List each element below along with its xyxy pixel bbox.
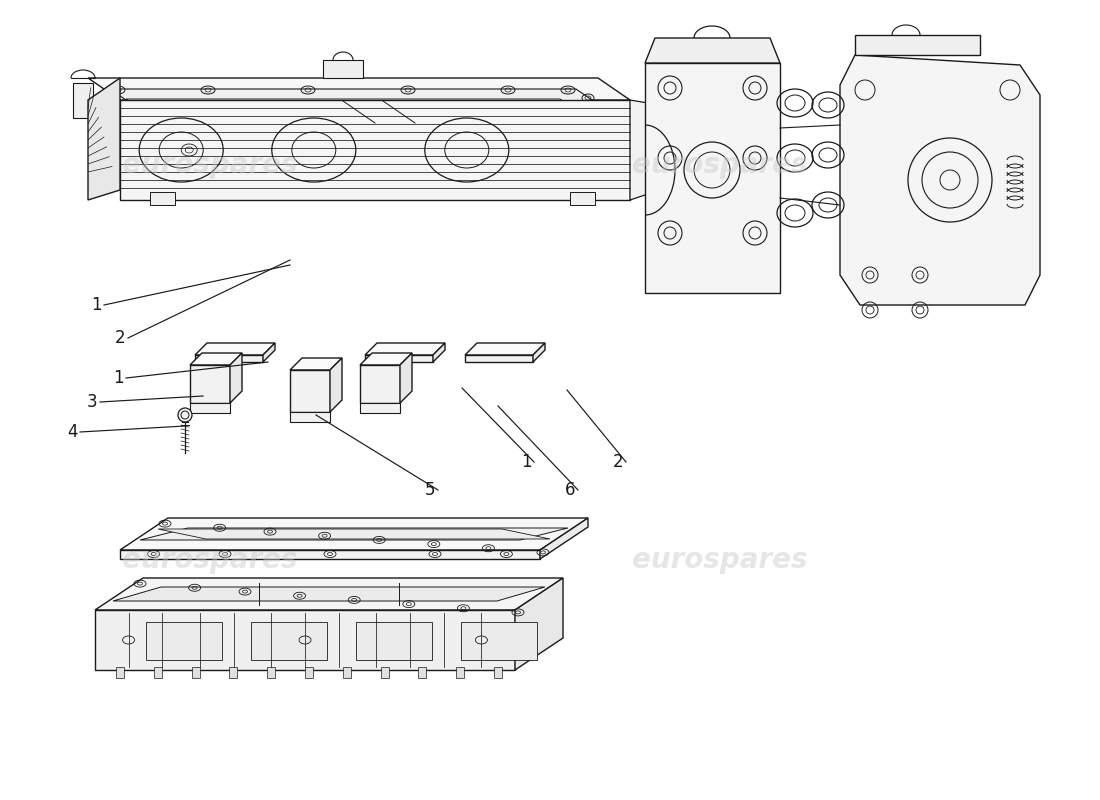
Polygon shape: [365, 343, 446, 355]
Polygon shape: [120, 100, 630, 200]
Text: eurospares: eurospares: [122, 151, 298, 179]
Polygon shape: [140, 528, 568, 540]
Polygon shape: [456, 667, 464, 678]
Polygon shape: [630, 100, 690, 200]
Polygon shape: [230, 667, 238, 678]
Text: eurospares: eurospares: [632, 546, 807, 574]
Polygon shape: [195, 343, 275, 355]
Polygon shape: [360, 403, 400, 413]
Polygon shape: [95, 578, 563, 610]
Text: 4: 4: [67, 423, 77, 441]
Polygon shape: [381, 667, 388, 678]
Polygon shape: [515, 578, 563, 670]
Text: eurospares: eurospares: [632, 151, 807, 179]
Polygon shape: [540, 518, 589, 559]
Polygon shape: [126, 99, 592, 121]
Polygon shape: [465, 343, 544, 355]
Polygon shape: [191, 667, 199, 678]
Circle shape: [178, 408, 192, 422]
Polygon shape: [120, 518, 588, 550]
Polygon shape: [110, 89, 608, 111]
Polygon shape: [113, 587, 544, 601]
Polygon shape: [400, 353, 412, 403]
Polygon shape: [360, 353, 412, 365]
Polygon shape: [330, 358, 342, 412]
Text: 1: 1: [520, 453, 531, 471]
Polygon shape: [343, 667, 351, 678]
Polygon shape: [418, 667, 427, 678]
Polygon shape: [855, 35, 980, 55]
Polygon shape: [88, 78, 630, 100]
Polygon shape: [534, 343, 544, 362]
Polygon shape: [158, 529, 550, 539]
Polygon shape: [150, 192, 175, 205]
Polygon shape: [356, 622, 432, 660]
Polygon shape: [154, 667, 162, 678]
Polygon shape: [840, 55, 1040, 305]
Text: 3: 3: [87, 393, 97, 411]
Polygon shape: [305, 667, 314, 678]
Polygon shape: [95, 610, 515, 670]
Polygon shape: [267, 667, 275, 678]
Polygon shape: [190, 403, 230, 413]
Polygon shape: [494, 667, 502, 678]
Polygon shape: [195, 355, 263, 362]
Polygon shape: [73, 83, 94, 118]
Polygon shape: [230, 353, 242, 403]
Polygon shape: [251, 622, 327, 660]
Polygon shape: [365, 355, 433, 362]
Text: 1: 1: [90, 296, 101, 314]
Text: 6: 6: [564, 481, 575, 499]
Polygon shape: [116, 667, 124, 678]
Polygon shape: [263, 343, 275, 362]
Circle shape: [182, 411, 189, 419]
Polygon shape: [465, 355, 534, 362]
Polygon shape: [570, 192, 595, 205]
Polygon shape: [645, 38, 780, 63]
Polygon shape: [290, 412, 330, 422]
Polygon shape: [461, 622, 537, 660]
Polygon shape: [88, 78, 120, 200]
Polygon shape: [433, 343, 446, 362]
Text: 2: 2: [114, 329, 125, 347]
Polygon shape: [290, 358, 342, 370]
Polygon shape: [323, 60, 363, 78]
Polygon shape: [146, 622, 222, 660]
Polygon shape: [360, 365, 400, 403]
Polygon shape: [190, 353, 242, 365]
Text: eurospares: eurospares: [122, 546, 298, 574]
Polygon shape: [190, 365, 230, 403]
Polygon shape: [290, 370, 330, 412]
Polygon shape: [645, 63, 780, 293]
Text: 2: 2: [613, 453, 624, 471]
Polygon shape: [120, 550, 540, 559]
Text: 1: 1: [112, 369, 123, 387]
Text: 5: 5: [425, 481, 436, 499]
